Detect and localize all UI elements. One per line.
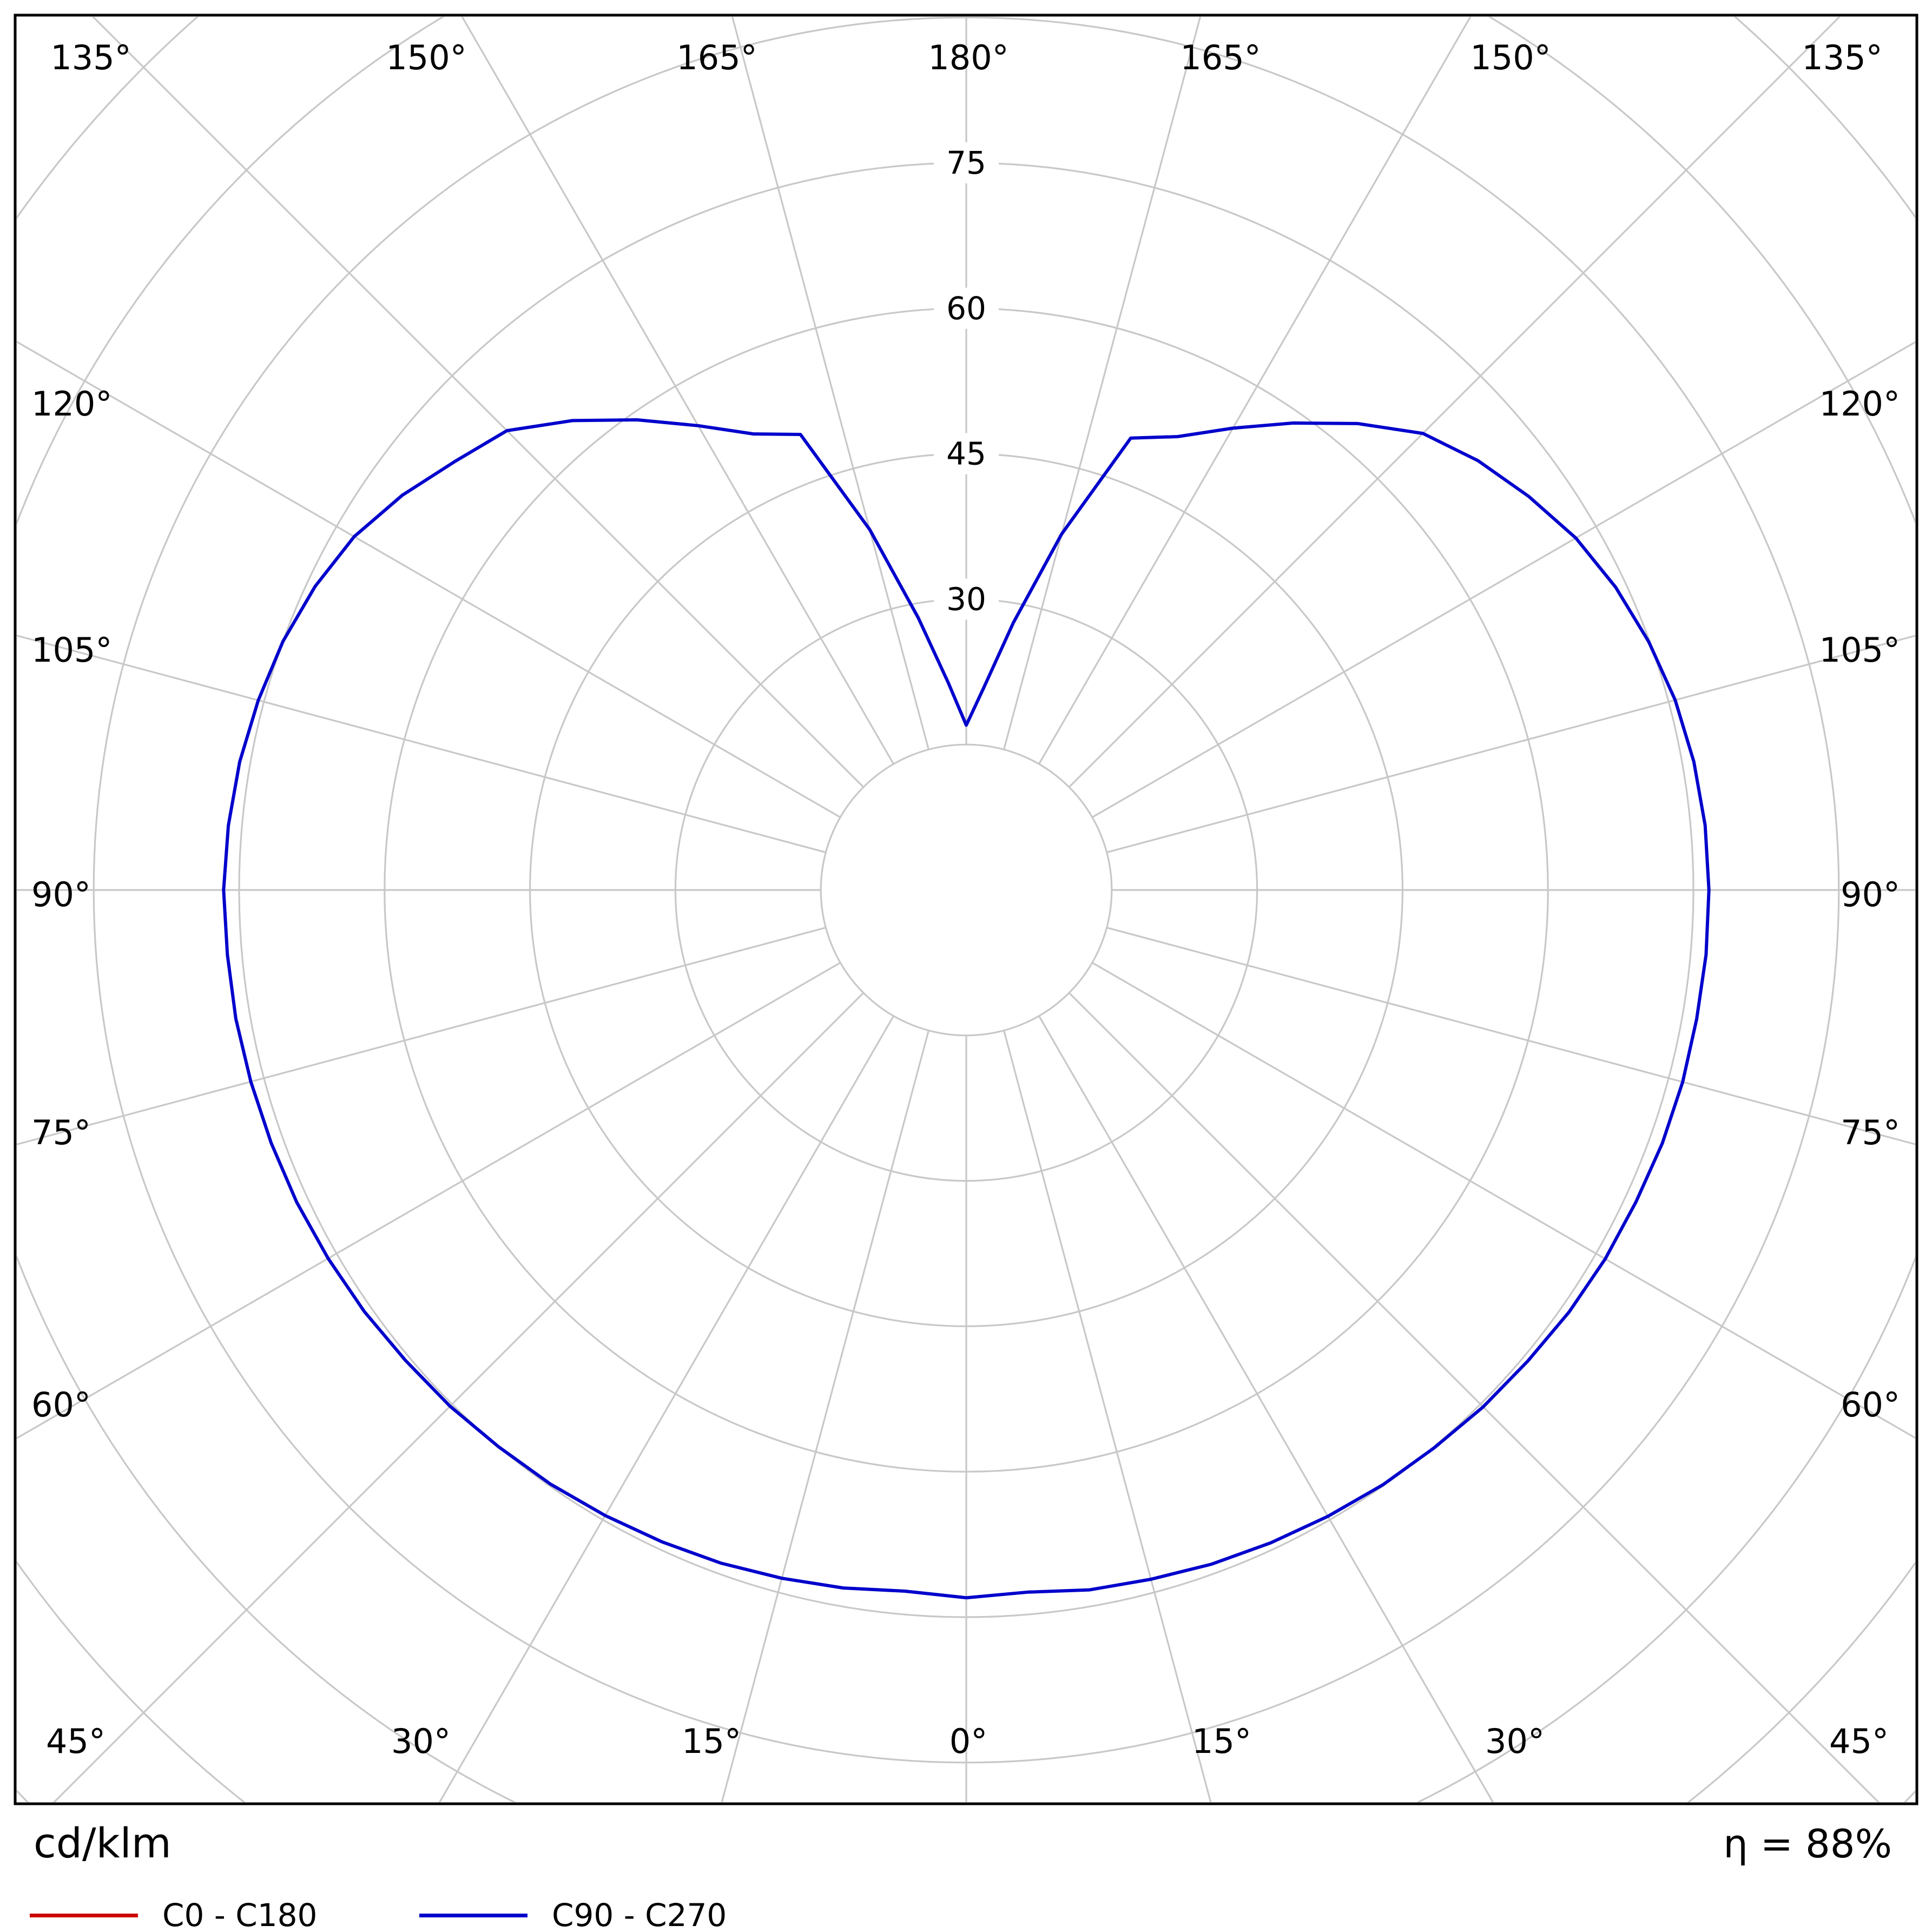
legend-item-c0-c180: C0 - C180	[30, 1897, 317, 1932]
angle-label: 0°	[949, 1722, 987, 1761]
radial-tick-labels: 30 45 60 75	[934, 142, 999, 620]
radial-tick-label: 30	[946, 581, 986, 617]
c90-c270-curve	[222, 418, 1711, 1600]
angle-label: 15°	[1192, 1722, 1251, 1761]
angle-label: 105°	[1819, 630, 1900, 670]
angle-label: 135°	[1802, 38, 1882, 77]
angle-label: 105°	[31, 630, 112, 670]
angle-label: 30°	[1485, 1722, 1545, 1761]
angle-labels: 135° 150° 165° 180° 165° 150° 135° 45° 30° 15° 0° 1…	[31, 38, 1900, 1761]
angle-label: 150°	[1470, 38, 1551, 77]
angle-label: 165°	[1180, 38, 1261, 77]
plot-border	[14, 14, 1918, 1805]
unit-label: cd/klm	[34, 1819, 172, 1867]
angle-label: 45°	[1829, 1722, 1889, 1761]
angle-label: 90°	[1841, 875, 1900, 914]
angle-label: 15°	[682, 1722, 741, 1761]
angle-label: 120°	[31, 384, 112, 424]
angle-label: 60°	[1841, 1385, 1900, 1425]
radial-tick-label: 45	[946, 436, 986, 472]
legend-item-c90-c270: C90 - C270	[419, 1897, 727, 1932]
angle-label: 75°	[1841, 1113, 1900, 1152]
angle-label: 60°	[31, 1385, 91, 1425]
angle-label: 75°	[31, 1113, 91, 1152]
angle-label: 45°	[46, 1722, 105, 1761]
angle-label: 135°	[50, 38, 131, 77]
efficiency-label: η = 88%	[1723, 1821, 1892, 1867]
legend-label-c90-c270: C90 - C270	[552, 1897, 727, 1932]
angle-label: 165°	[676, 38, 757, 77]
angle-label: 30°	[391, 1722, 451, 1761]
angle-label: 180°	[928, 38, 1008, 77]
chart-footer: cd/klm η = 88% C0 - C180 C90 - C270	[0, 1806, 1932, 1932]
legend-line-c0-c180	[30, 1913, 138, 1917]
radial-tick-label: 60	[946, 290, 986, 327]
angle-label: 150°	[386, 38, 466, 77]
radial-tick-label: 75	[946, 144, 986, 181]
legend-line-c90-c270	[419, 1913, 527, 1917]
legend-label-c0-c180: C0 - C180	[162, 1897, 318, 1932]
angle-label: 90°	[31, 875, 91, 914]
angle-label: 120°	[1819, 384, 1900, 424]
